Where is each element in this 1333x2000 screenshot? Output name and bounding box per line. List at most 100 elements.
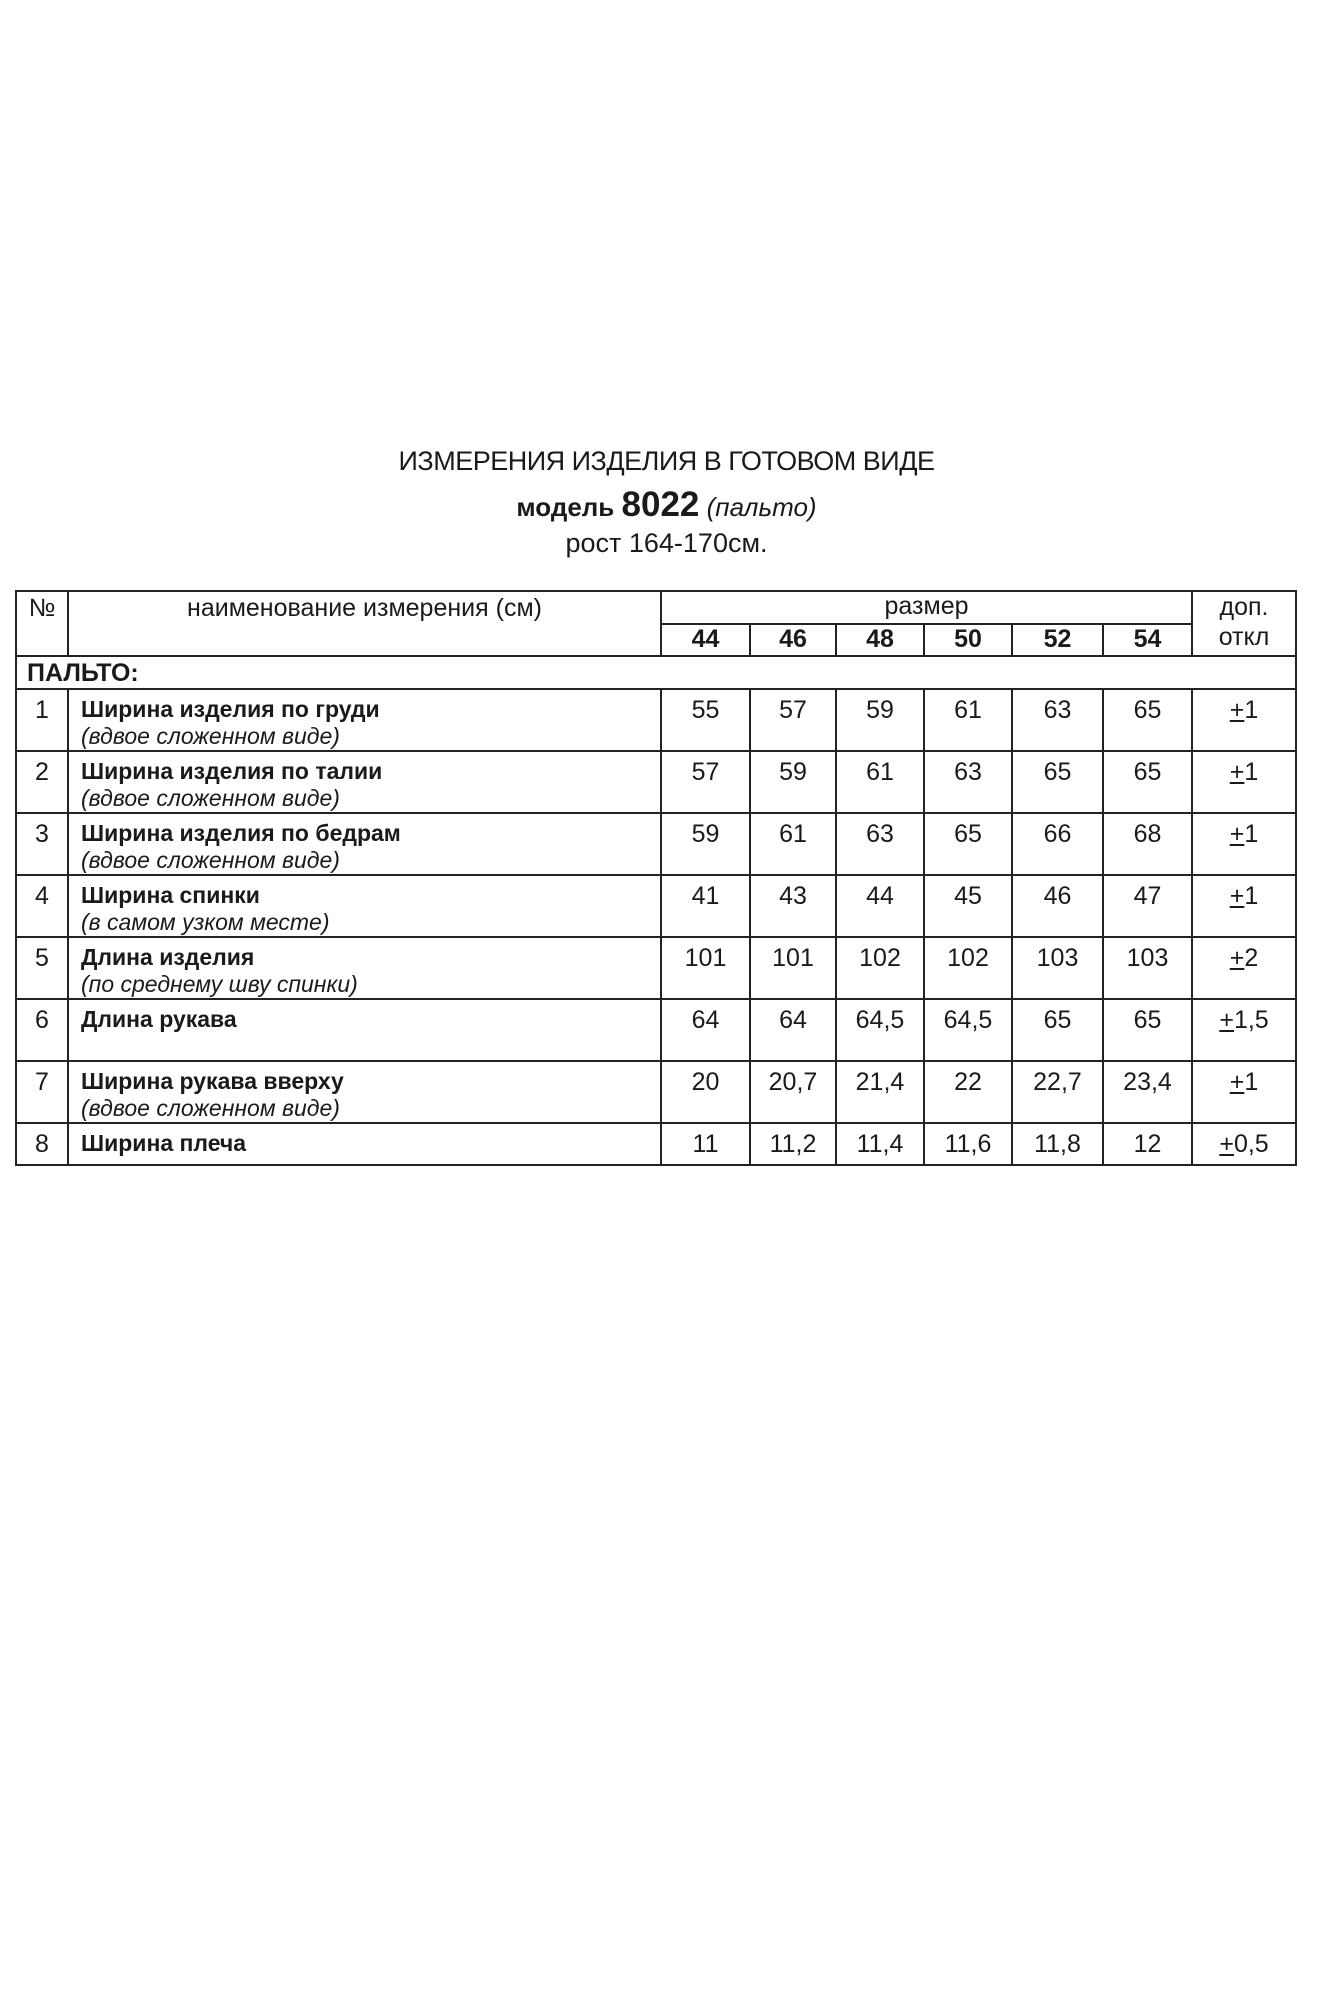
measurement-note: (в самом узком месте) (81, 909, 330, 935)
measurement-value: 61 (749, 812, 837, 876)
measurement-name: Длина рукава (67, 998, 662, 1062)
measurement-value: 68 (1101, 812, 1194, 876)
measurement-title: Ширина спинки (81, 882, 260, 908)
measurement-value: 11,2 (749, 1122, 837, 1166)
table-row: 7 Ширина рукава вверху (вдвое сложенном ви… (15, 1060, 1298, 1124)
measurement-name: Ширина рукава вверху (вдвое сложенном вид… (67, 1060, 662, 1124)
measurement-value: 64 (660, 998, 751, 1062)
measurement-value: 63 (923, 750, 1013, 814)
measurement-value: 57 (749, 688, 837, 752)
table-row: 5 Длина изделия (по среднему шву спинки) 1… (15, 936, 1298, 1000)
model-number: 8022 (621, 485, 700, 524)
measurement-value: 59 (749, 750, 837, 814)
measurement-value: 11,6 (923, 1122, 1013, 1166)
measurement-value: 65 (1101, 688, 1194, 752)
measurement-value: 66 (1011, 812, 1104, 876)
header-tolerance-line1: доп. (1219, 593, 1269, 621)
tolerance-cell: +1 (1191, 812, 1298, 876)
measurement-value: 21,4 (835, 1060, 925, 1124)
measurement-value: 64,5 (835, 998, 925, 1062)
measurement-note: (вдвое сложенном виде) (81, 785, 340, 811)
measurement-value: 47 (1101, 874, 1194, 938)
measurement-note: (вдвое сложенном виде) (81, 723, 340, 749)
measurement-value: 20,7 (749, 1060, 837, 1124)
measurement-value: 65 (1101, 998, 1194, 1062)
measurement-value: 63 (1011, 688, 1104, 752)
measurement-value: 65 (1011, 998, 1104, 1062)
header-size: размер (659, 590, 1194, 625)
measurement-title: Ширина изделия по груди (81, 696, 380, 722)
measurement-value: 101 (660, 936, 751, 1000)
tolerance-value: +1 (1229, 882, 1259, 910)
row-number: 2 (15, 750, 69, 814)
measurement-title: Длина изделия (81, 944, 255, 970)
measurements-table: № наименование измерения (см) размер доп… (14, 590, 1298, 1166)
measurement-value: 11,8 (1011, 1122, 1104, 1166)
model-label: модель (516, 492, 615, 522)
height-range: рост 164-170см. (565, 528, 768, 558)
measurement-title: Ширина изделия по талии (81, 758, 383, 784)
header-no: № (15, 590, 69, 657)
measurement-value: 55 (660, 688, 751, 752)
measurement-title: Ширина рукава вверху (81, 1068, 344, 1094)
measurement-value: 64,5 (923, 998, 1013, 1062)
measurement-value: 64 (749, 998, 837, 1062)
table-row: 8 Ширина плеча 11 11,2 11,4 11,6 11,8 12 +0,5 (15, 1122, 1298, 1166)
measurement-title: Длина рукава (81, 1006, 237, 1032)
measurement-value: 44 (835, 874, 925, 938)
tolerance-cell: +1 (1191, 874, 1298, 938)
measurement-value: 22,7 (1011, 1060, 1104, 1124)
tolerance-value: +1 (1229, 696, 1259, 724)
table-row: 3 Ширина изделия по бедрам (вдвое сложенно… (15, 812, 1298, 876)
header-name: наименование измерения (см) (67, 590, 662, 657)
measurement-title: Ширина изделия по бедрам (81, 820, 401, 846)
size-header: 50 (923, 623, 1013, 657)
measurement-value: 65 (1101, 750, 1194, 814)
measurement-value: 41 (660, 874, 751, 938)
measurement-value: 103 (1101, 936, 1194, 1000)
size-header: 46 (749, 623, 837, 657)
measurement-value: 102 (923, 936, 1013, 1000)
tolerance-value: +1 (1229, 1068, 1259, 1096)
row-number: 4 (15, 874, 69, 938)
model-type: (пальто) (706, 492, 817, 522)
row-number: 8 (15, 1122, 69, 1166)
tolerance-cell: +2 (1191, 936, 1298, 1000)
measurement-name: Ширина изделия по бедрам (вдвое сложенном… (67, 812, 662, 876)
measurement-note: (вдвое сложенном виде) (81, 847, 340, 873)
measurement-name: Ширина плеча (67, 1122, 662, 1166)
document-title: ИЗМЕРЕНИЯ ИЗДЕЛИЯ В ГОТОВОМ ВИДЕ (398, 446, 935, 476)
measurement-value: 102 (835, 936, 925, 1000)
measurement-value: 46 (1011, 874, 1104, 938)
tolerance-cell: +1 (1191, 1060, 1298, 1124)
header-tolerance: доп. откл (1191, 590, 1298, 657)
measurement-value: 65 (923, 812, 1013, 876)
tolerance-cell: +0,5 (1191, 1122, 1298, 1166)
measurement-name: Длина изделия (по среднему шву спинки) (67, 936, 662, 1000)
table-row: 1 Ширина изделия по груди (вдвое сложенном… (15, 688, 1298, 752)
measurement-title: Ширина плеча (81, 1130, 247, 1156)
tolerance-cell: +1 (1191, 688, 1298, 752)
measurement-value: 59 (660, 812, 751, 876)
row-number: 6 (15, 998, 69, 1062)
model-line: модель 8022 (пальто) (0, 485, 1333, 525)
tolerance-value: +2 (1229, 944, 1259, 972)
size-header: 52 (1011, 623, 1104, 657)
measurement-value: 12 (1101, 1122, 1194, 1166)
measurement-value: 23,4 (1101, 1060, 1194, 1124)
measurement-name: Ширина изделия по талии (вдвое сложенном … (67, 750, 662, 814)
measurement-note: (вдвое сложенном виде) (81, 1095, 340, 1121)
measurement-value: 101 (749, 936, 837, 1000)
measurement-value: 103 (1011, 936, 1104, 1000)
tolerance-cell: +1 (1191, 750, 1298, 814)
row-number: 7 (15, 1060, 69, 1124)
table-row: 4 Ширина спинки (в самом узком месте) 41 43… (15, 874, 1298, 938)
measurement-note: (по среднему шву спинки) (81, 971, 358, 997)
measurement-name: Ширина изделия по груди (вдвое сложенном … (67, 688, 662, 752)
measurement-value: 11,4 (835, 1122, 925, 1166)
measurement-value: 65 (1011, 750, 1104, 814)
tolerance-value: +1 (1229, 820, 1259, 848)
measurement-value: 57 (660, 750, 751, 814)
size-header: 44 (660, 623, 751, 657)
measurement-value: 11 (660, 1122, 751, 1166)
